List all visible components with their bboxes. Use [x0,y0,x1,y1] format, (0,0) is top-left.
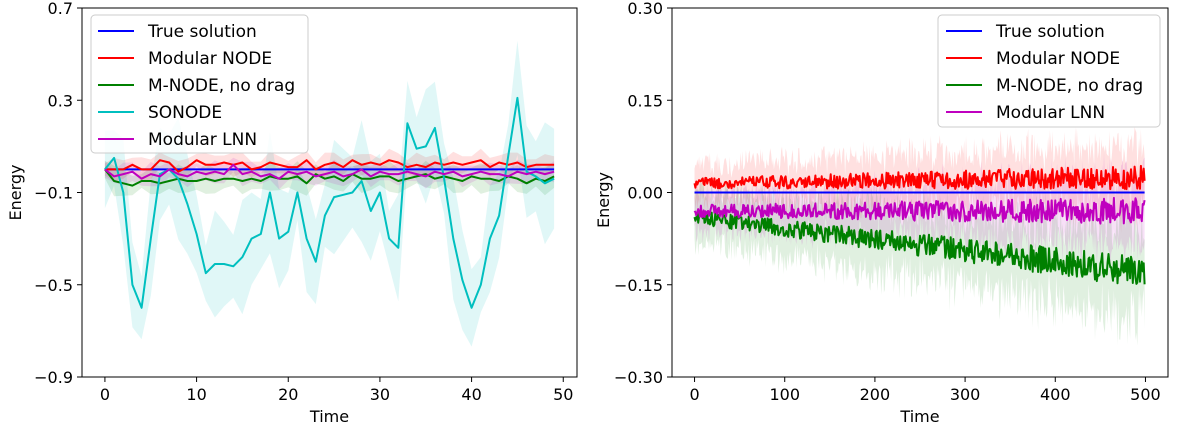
right-y-tick-label: 0.00 [627,184,663,203]
right-legend: True solution Modular NODE M-NODE, no dr… [937,14,1161,128]
right-x-axis-label: Time [899,407,939,426]
left-x-tick-label: 20 [278,385,298,404]
left-y-tick-label: −0.5 [34,276,73,295]
right-legend-label-modular-lnn: Modular LNN [996,103,1105,123]
left-y-ticks: −0.9 −0.5 −0.1 0.3 0.7 [34,0,82,387]
left-x-tick-label: 0 [100,385,110,404]
right-band-modular-lnn [694,152,1145,266]
right-y-tick-label: 0.30 [627,0,663,18]
left-legend-label-m-node-no-drag: M-NODE, no drag [148,76,295,96]
left-series-m-node-no-drag [104,168,555,187]
left-series-modular-node [104,159,555,173]
left-x-tick-label: 50 [553,385,573,404]
right-y-ticks: −0.30 −0.15 0.00 0.15 0.30 [614,0,672,387]
left-series-modular-lnn [104,163,555,180]
left-legend-label-modular-node: Modular NODE [148,49,272,69]
right-x-tick-label: 100 [769,385,800,404]
left-x-tick-label: 30 [370,385,390,404]
right-series-modular-node [693,164,1146,191]
right-x-ticks: 0 100 200 300 400 500 [689,377,1161,404]
right-series-modular-lnn [693,196,1146,225]
right-y-axis-label: Energy [594,172,613,228]
left-legend-label-sonode: SONODE [148,103,222,123]
left-band-sonode [104,40,555,347]
left-y-tick-label: −0.9 [34,368,73,387]
left-legend-label-modular-lnn: Modular LNN [148,130,257,150]
left-y-tick-label: −0.1 [34,184,73,203]
left-legend-box [90,14,309,154]
left-series-sonode [104,96,555,309]
right-y-tick-label: −0.30 [614,368,663,387]
right-x-tick-label: 0 [689,385,699,404]
left-x-tick-label: 40 [461,385,481,404]
left-legend: True solution Modular NODE M-NODE, no dr… [90,14,309,154]
left-plot-area [104,40,555,347]
right-y-tick-label: 0.15 [627,91,663,110]
right-legend-label-modular-node: Modular NODE [996,49,1120,69]
left-x-tick-label: 10 [186,385,206,404]
right-chart: 0 100 200 300 400 500 −0.30−0.150.000.150.30 … [594,0,1169,426]
right-series-m-node-no-drag [693,210,1146,285]
right-plot-area [693,127,1146,346]
left-band-modular-node [104,148,555,183]
left-x-ticks: 0 10 20 30 40 50 [100,377,573,404]
left-x-axis-label: Time [309,407,349,426]
right-x-tick-label: 300 [950,385,981,404]
left-y-axis-label: Energy [6,164,25,220]
left-legend-label-true-solution: True solution [147,22,257,42]
right-legend-box [937,14,1161,128]
right-x-tick-label: 400 [1040,385,1071,404]
right-x-tick-label: 500 [1130,385,1161,404]
left-chart: 0 10 20 30 40 50 −0.9 −0.5 −0.1 0.3 0.7 Time Ener… [6,0,578,426]
left-y-tick-label: 0.3 [48,91,73,110]
right-y-tick-label: −0.15 [614,276,663,295]
right-legend-label-m-node-no-drag: M-NODE, no drag [996,76,1143,96]
left-y-tick-label: 0.7 [48,0,73,18]
right-x-tick-label: 200 [860,385,891,404]
right-legend-label-true-solution: True solution [995,22,1105,42]
